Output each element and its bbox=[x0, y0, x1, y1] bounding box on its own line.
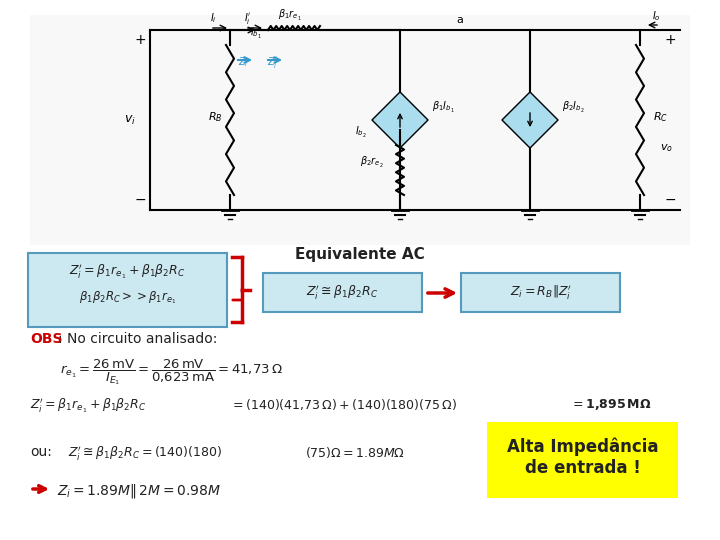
Text: Equivalente AC: Equivalente AC bbox=[295, 247, 425, 262]
Polygon shape bbox=[502, 92, 558, 148]
Text: $I_{b_2}$: $I_{b_2}$ bbox=[355, 125, 366, 140]
Text: $R_C$: $R_C$ bbox=[653, 110, 668, 124]
Text: $v_i$: $v_i$ bbox=[124, 113, 136, 126]
Text: $I_o$: $I_o$ bbox=[652, 9, 661, 23]
Text: $\beta_1 I_{b_1}$: $\beta_1 I_{b_1}$ bbox=[432, 100, 455, 115]
Text: $Z_i^{\prime} \cong \beta_1\beta_2 R_C$: $Z_i^{\prime} \cong \beta_1\beta_2 R_C$ bbox=[306, 284, 379, 301]
Text: de entrada !: de entrada ! bbox=[525, 459, 640, 477]
Text: $v_o$: $v_o$ bbox=[660, 142, 673, 154]
Text: $= \mathbf{1{,}895\,M\Omega}$: $= \mathbf{1{,}895\,M\Omega}$ bbox=[570, 397, 652, 412]
Text: a: a bbox=[456, 15, 464, 25]
FancyBboxPatch shape bbox=[263, 273, 422, 312]
Text: ou:: ou: bbox=[30, 445, 52, 459]
Text: $\beta_1\beta_2 R_C >> \beta_1 r_{e_1}$: $\beta_1\beta_2 R_C >> \beta_1 r_{e_1}$ bbox=[78, 290, 176, 306]
Text: $\beta_1 r_{e_1}$: $\beta_1 r_{e_1}$ bbox=[278, 8, 302, 23]
Text: $Z_i^{\prime}$: $Z_i^{\prime}$ bbox=[267, 55, 279, 70]
Polygon shape bbox=[372, 92, 428, 148]
Text: $\beta_2 I_{b_2}$: $\beta_2 I_{b_2}$ bbox=[562, 100, 585, 115]
Text: $I_i^{\prime}$: $I_i^{\prime}$ bbox=[244, 11, 252, 26]
Text: +: + bbox=[664, 33, 676, 47]
Text: $Z_i^{\prime} = \beta_1 r_{e_1} + \beta_1\beta_2 R_C$: $Z_i^{\prime} = \beta_1 r_{e_1} + \beta_… bbox=[69, 263, 186, 281]
Text: $Z_i^{\prime} \cong \beta_1\beta_2 R_C = (140)(180)$: $Z_i^{\prime} \cong \beta_1\beta_2 R_C =… bbox=[68, 445, 222, 463]
Text: −: − bbox=[134, 193, 146, 207]
Text: OBS: OBS bbox=[30, 332, 63, 346]
Text: $Z_i = 1.89M\|\,2M = 0.98M$: $Z_i = 1.89M\|\,2M = 0.98M$ bbox=[57, 482, 221, 500]
FancyBboxPatch shape bbox=[30, 15, 690, 245]
Text: $I_i$: $I_i$ bbox=[210, 11, 216, 25]
Text: $\beta_2 r_{e_2}$: $\beta_2 r_{e_2}$ bbox=[360, 155, 384, 170]
Text: −: − bbox=[664, 193, 676, 207]
FancyBboxPatch shape bbox=[28, 253, 227, 327]
Text: $Z_i^{\prime} = \beta_1 r_{e_1} + \beta_1\beta_2 R_C$: $Z_i^{\prime} = \beta_1 r_{e_1} + \beta_… bbox=[30, 397, 147, 415]
Text: $R_B$: $R_B$ bbox=[207, 110, 222, 124]
FancyBboxPatch shape bbox=[487, 422, 678, 498]
Text: $(75)\Omega = 1.89M\Omega$: $(75)\Omega = 1.89M\Omega$ bbox=[305, 445, 405, 460]
Text: $Z_i = R_B \| Z_i^{\prime}$: $Z_i = R_B \| Z_i^{\prime}$ bbox=[510, 284, 572, 301]
Text: $r_{e_1} = \dfrac{26\,\mathrm{mV}}{I_{E_1}} = \dfrac{26\,\mathrm{mV}}{0{,}623\,\: $r_{e_1} = \dfrac{26\,\mathrm{mV}}{I_{E_… bbox=[60, 357, 283, 387]
Text: $= (140)(41{,}73\,\Omega) + (140)(180)(75\,\Omega)$: $= (140)(41{,}73\,\Omega) + (140)(180)(7… bbox=[230, 397, 456, 412]
Text: +: + bbox=[134, 33, 146, 47]
Text: $Z_i$: $Z_i$ bbox=[238, 55, 248, 69]
Text: : No circuito analisado:: : No circuito analisado: bbox=[58, 332, 217, 346]
Text: Alta Impedância: Alta Impedância bbox=[507, 437, 658, 456]
Text: $I_{b_1}$: $I_{b_1}$ bbox=[250, 26, 262, 41]
FancyBboxPatch shape bbox=[461, 273, 620, 312]
